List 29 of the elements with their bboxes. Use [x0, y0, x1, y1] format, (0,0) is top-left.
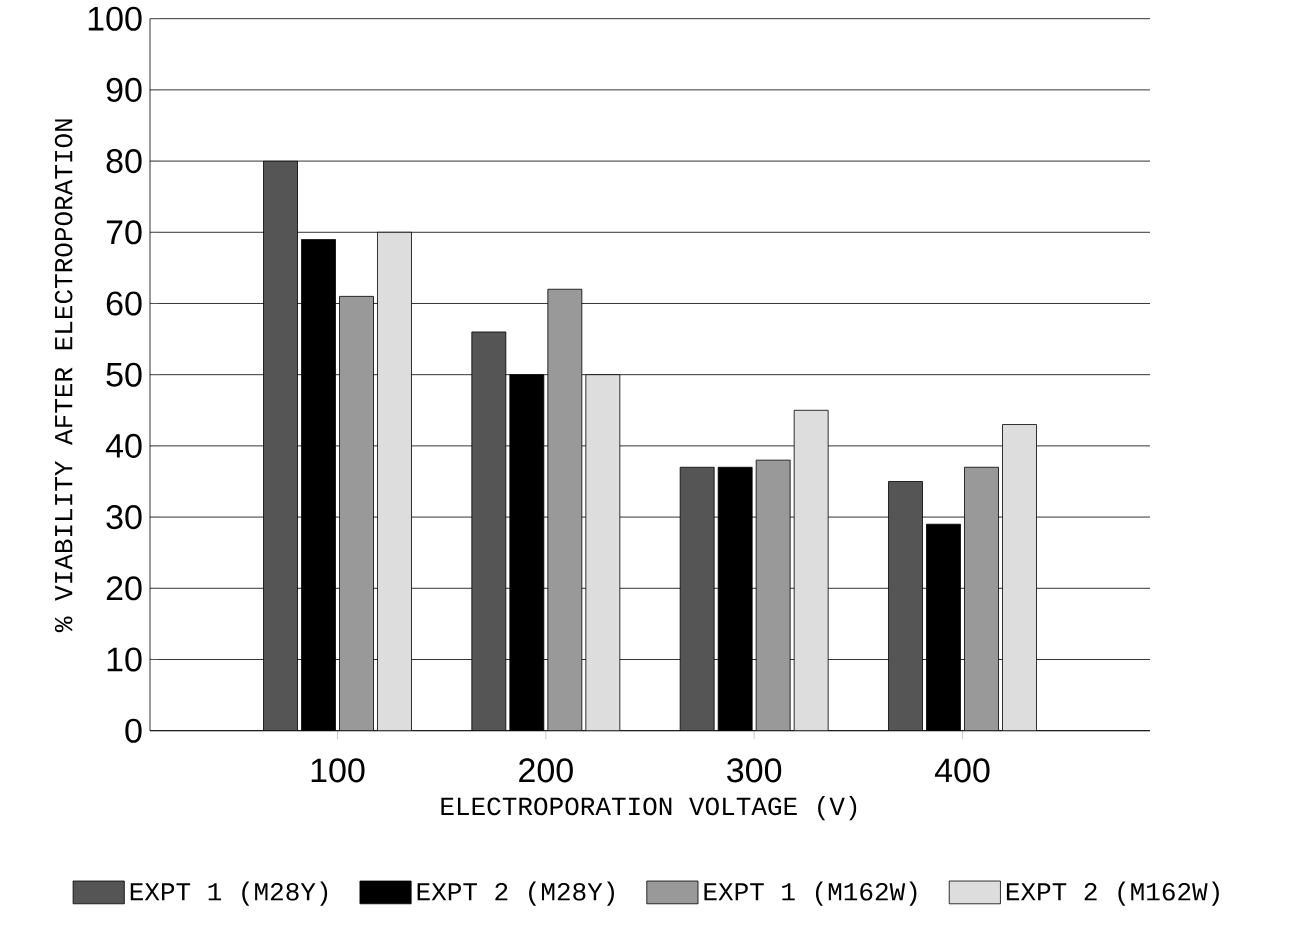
- bar: [793, 410, 829, 731]
- legend-label: EXPT 1 (M162W): [704, 881, 917, 906]
- bar: [585, 374, 621, 731]
- y-tick-label: 60: [106, 291, 142, 316]
- legend-label: EXPT 1 (M28Y): [130, 881, 328, 906]
- bar: [339, 296, 374, 731]
- y-tick-label: 100: [88, 6, 142, 31]
- bar: [964, 467, 999, 731]
- x-tick-label: 300: [727, 758, 782, 783]
- y-tick-label: 50: [106, 362, 142, 387]
- y-tick-label: 10: [107, 647, 142, 672]
- x-axis-title: ELECTROPORATION VOLTAGE (V): [441, 796, 857, 821]
- legend-label: EXPT 2 (M28Y): [417, 881, 614, 906]
- y-tick-label: 80: [106, 149, 142, 174]
- y-tick-label: 30: [106, 505, 142, 530]
- bar: [547, 289, 583, 731]
- y-tick-label: 70: [106, 220, 142, 245]
- y-tick-label: 90: [106, 78, 142, 103]
- x-tick-label: 400: [934, 758, 990, 783]
- x-tick-label: 200: [519, 758, 573, 783]
- y-tick-label: 40: [105, 434, 142, 459]
- bar: [755, 459, 791, 731]
- bar: [1002, 424, 1037, 731]
- x-tick-label: 100: [311, 758, 365, 783]
- y-tick-label: 20: [106, 576, 142, 601]
- legend-label: EXPT 2 (M162W): [1006, 881, 1219, 906]
- bar: [377, 232, 412, 731]
- y-tick-label: 0: [125, 718, 142, 743]
- y-axis-title: % VIABILITY AFTER ELECTROPORATION: [54, 119, 73, 633]
